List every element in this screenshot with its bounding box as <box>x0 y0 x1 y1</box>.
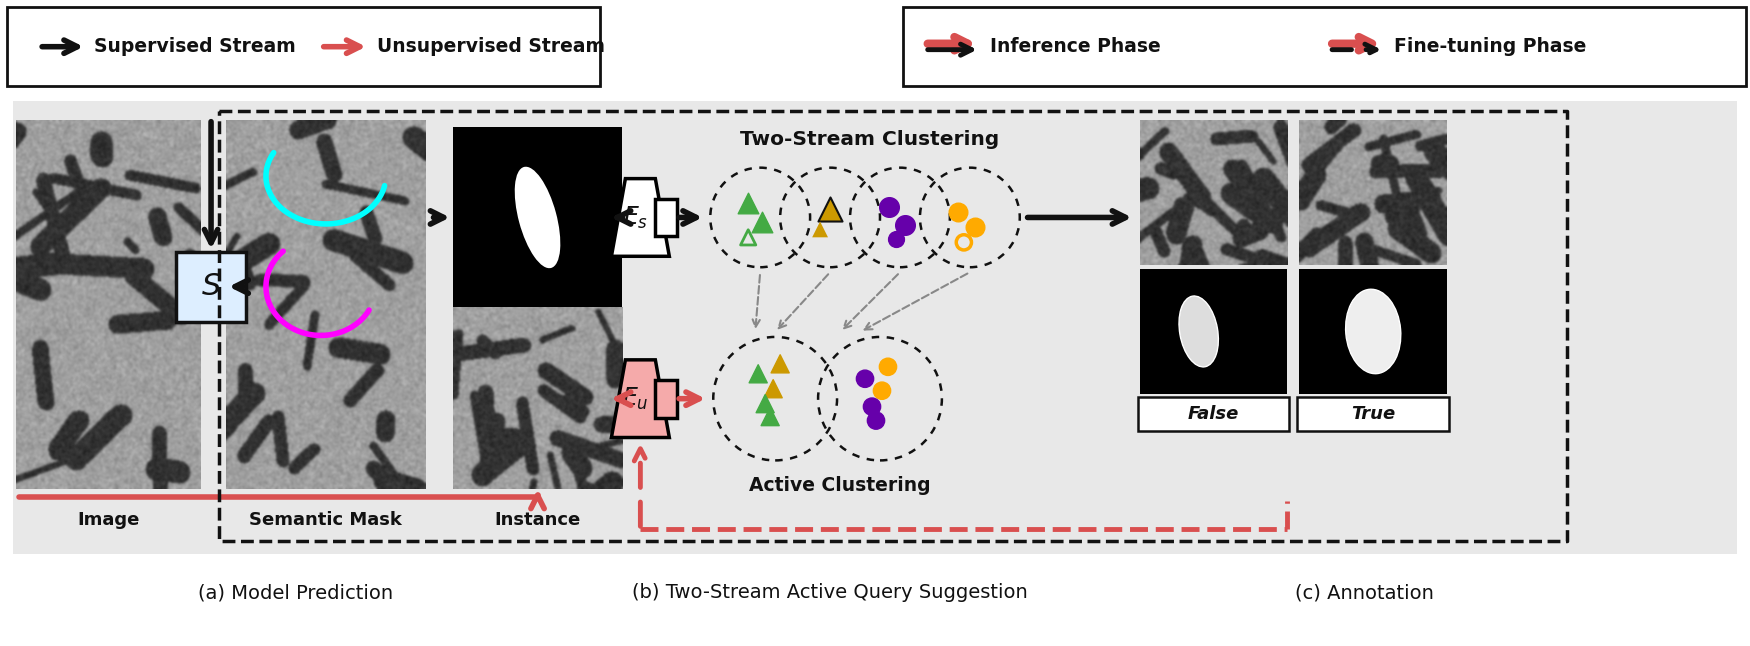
Polygon shape <box>611 360 668 437</box>
Point <box>816 204 843 214</box>
Point <box>744 369 772 379</box>
Point <box>943 207 971 218</box>
Point <box>873 362 901 372</box>
Text: Inference Phase: Inference Phase <box>990 37 1160 56</box>
FancyBboxPatch shape <box>7 7 600 86</box>
Point <box>863 415 891 426</box>
Text: Two-Stream Clustering: Two-Stream Clustering <box>740 130 999 149</box>
Point <box>807 224 835 234</box>
Polygon shape <box>611 179 668 256</box>
Point <box>961 222 989 233</box>
Text: $E_u$: $E_u$ <box>621 386 649 412</box>
Point <box>850 373 878 384</box>
Point <box>950 237 978 247</box>
Point <box>875 202 903 213</box>
Text: Active Clustering: Active Clustering <box>749 476 931 495</box>
Text: (a) Model Prediction: (a) Model Prediction <box>198 583 394 602</box>
Point <box>868 386 896 396</box>
Text: Fine-tuning Phase: Fine-tuning Phase <box>1395 37 1587 56</box>
Point <box>766 359 794 369</box>
FancyBboxPatch shape <box>453 127 623 308</box>
Text: (b) Two-Stream Active Query Suggestion: (b) Two-Stream Active Query Suggestion <box>632 583 1027 602</box>
FancyBboxPatch shape <box>1298 269 1447 393</box>
Ellipse shape <box>514 167 560 268</box>
Text: Image: Image <box>77 511 140 529</box>
Text: $E_s$: $E_s$ <box>623 204 648 231</box>
Point <box>749 217 777 227</box>
FancyBboxPatch shape <box>654 198 677 236</box>
Ellipse shape <box>1180 296 1218 367</box>
Text: False: False <box>1188 404 1239 422</box>
Text: True: True <box>1351 404 1395 422</box>
Text: $S$: $S$ <box>201 272 220 301</box>
Point <box>751 399 779 409</box>
FancyBboxPatch shape <box>1138 397 1290 430</box>
FancyBboxPatch shape <box>14 101 1736 554</box>
FancyBboxPatch shape <box>1139 269 1288 393</box>
Point <box>891 220 919 231</box>
Ellipse shape <box>1346 289 1400 373</box>
Point <box>882 234 910 245</box>
Point <box>760 384 788 394</box>
Point <box>735 232 763 242</box>
FancyBboxPatch shape <box>177 252 247 322</box>
Text: Unsupervised Stream: Unsupervised Stream <box>376 37 606 56</box>
Text: (c) Annotation: (c) Annotation <box>1295 583 1433 602</box>
Text: Supervised Stream: Supervised Stream <box>94 37 296 56</box>
Point <box>735 197 763 207</box>
Point <box>756 412 784 422</box>
Text: Semantic Mask: Semantic Mask <box>250 511 402 529</box>
FancyBboxPatch shape <box>654 380 677 417</box>
FancyBboxPatch shape <box>903 7 1745 86</box>
Text: Instance: Instance <box>495 511 581 529</box>
FancyBboxPatch shape <box>1297 397 1449 430</box>
Point <box>858 401 886 412</box>
